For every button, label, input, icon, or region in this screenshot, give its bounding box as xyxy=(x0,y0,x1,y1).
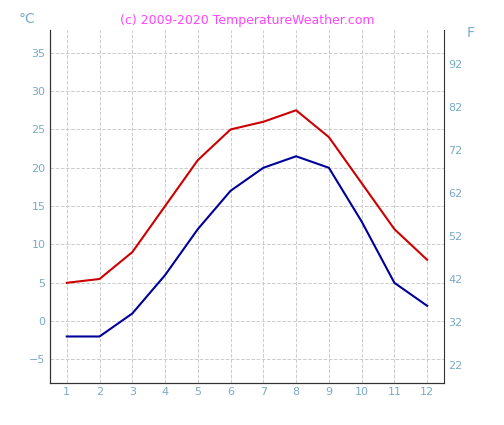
Title: (c) 2009-2020 TemperatureWeather.com: (c) 2009-2020 TemperatureWeather.com xyxy=(120,14,374,27)
Y-axis label: F: F xyxy=(467,26,475,40)
Y-axis label: °C: °C xyxy=(19,12,35,26)
